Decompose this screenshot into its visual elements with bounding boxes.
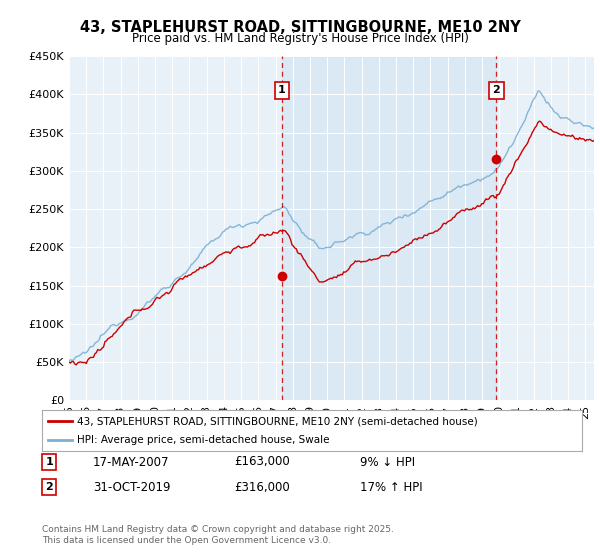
- Text: 17% ↑ HPI: 17% ↑ HPI: [360, 480, 422, 494]
- Text: Price paid vs. HM Land Registry's House Price Index (HPI): Price paid vs. HM Land Registry's House …: [131, 32, 469, 45]
- Text: £316,000: £316,000: [234, 480, 290, 494]
- Text: 43, STAPLEHURST ROAD, SITTINGBOURNE, ME10 2NY: 43, STAPLEHURST ROAD, SITTINGBOURNE, ME1…: [80, 20, 520, 35]
- Text: Contains HM Land Registry data © Crown copyright and database right 2025.
This d: Contains HM Land Registry data © Crown c…: [42, 525, 394, 545]
- Text: 2: 2: [46, 482, 53, 492]
- Text: 2: 2: [493, 86, 500, 95]
- Text: HPI: Average price, semi-detached house, Swale: HPI: Average price, semi-detached house,…: [77, 435, 329, 445]
- Text: 9% ↓ HPI: 9% ↓ HPI: [360, 455, 415, 469]
- Text: 1: 1: [46, 457, 53, 467]
- Text: 31-OCT-2019: 31-OCT-2019: [93, 480, 170, 494]
- Text: 1: 1: [278, 86, 286, 95]
- Text: £163,000: £163,000: [234, 455, 290, 469]
- Text: 43, STAPLEHURST ROAD, SITTINGBOURNE, ME10 2NY (semi-detached house): 43, STAPLEHURST ROAD, SITTINGBOURNE, ME1…: [77, 417, 478, 426]
- Bar: [282, 56, 496, 400]
- Text: 17-MAY-2007: 17-MAY-2007: [93, 455, 170, 469]
